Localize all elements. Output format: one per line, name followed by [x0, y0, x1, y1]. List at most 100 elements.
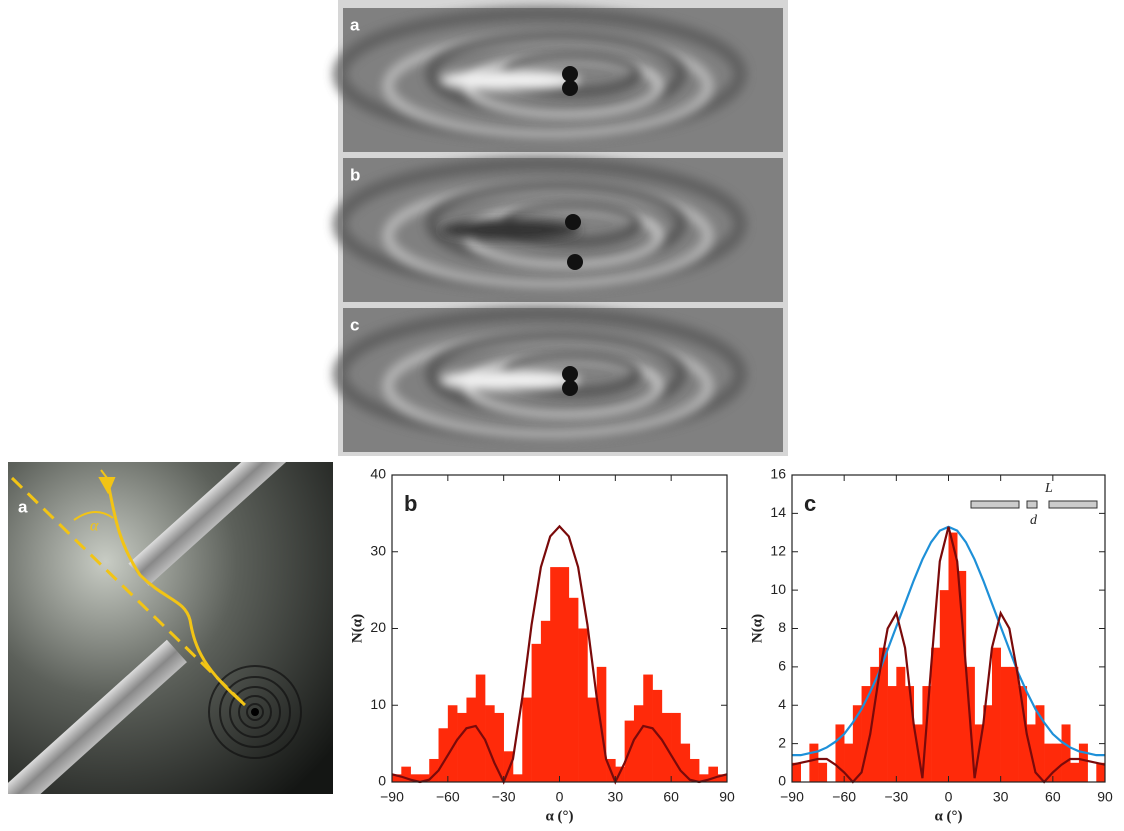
slit-plate [1048, 500, 1098, 509]
x-tick-label: 90 [719, 789, 735, 805]
bar [466, 697, 477, 782]
x-tick-label: 0 [945, 789, 953, 805]
bar [1070, 762, 1080, 782]
bottom-photo: α a [8, 462, 333, 794]
bar [1078, 743, 1088, 782]
bar [905, 686, 915, 782]
y-tick-label: 12 [770, 542, 786, 558]
x-axis-label: α (°) [934, 808, 962, 824]
x-tick-label: −90 [380, 789, 404, 805]
droplet [567, 254, 583, 270]
x-tick-label: −30 [492, 789, 516, 805]
bar [852, 705, 862, 782]
bar [1096, 762, 1106, 782]
bar [1044, 743, 1054, 782]
bar [983, 705, 993, 782]
y-tick-label: 8 [778, 619, 786, 635]
fit-curve [791, 526, 1106, 784]
bar [512, 774, 523, 782]
y-axis-label: N(α) [349, 614, 365, 643]
panel-label: a [18, 497, 28, 516]
bar [531, 643, 542, 782]
bar [717, 774, 728, 782]
bar [410, 774, 421, 782]
bar [861, 686, 871, 782]
slit-plate [970, 500, 1020, 509]
y-tick-label: 4 [778, 696, 786, 712]
droplet [562, 366, 578, 382]
bar [587, 697, 598, 782]
bar [680, 743, 691, 782]
bar [870, 666, 880, 782]
bar [559, 567, 570, 782]
bar [931, 647, 941, 782]
bar [457, 712, 467, 782]
x-tick-label: −90 [780, 789, 804, 805]
y-tick-label: 2 [778, 734, 786, 750]
bar [835, 724, 845, 782]
ripple-core [440, 220, 580, 240]
droplet [562, 380, 578, 396]
x-tick-label: −60 [832, 789, 856, 805]
bar [1000, 666, 1010, 782]
ripple-photo: c [333, 307, 783, 452]
x-axis-label: α (°) [545, 808, 573, 824]
bar [957, 570, 967, 782]
inset-label: L [1044, 481, 1053, 496]
bar [578, 628, 588, 782]
bar [401, 766, 411, 782]
bar [792, 762, 801, 782]
inset-label: d [1030, 513, 1038, 528]
bar [550, 567, 560, 782]
x-tick-label: −60 [436, 789, 460, 805]
ripple-core [440, 70, 580, 90]
bar [948, 532, 958, 782]
chart: −90 −60 −30 0 30 60 90 0 2 4 6 8 10 12 14 16 α (°) N(α) c L… [749, 466, 1113, 825]
bar [991, 647, 1001, 782]
y-tick-label: 0 [778, 773, 786, 789]
top-photos: a b c [333, 7, 783, 452]
bar [887, 686, 897, 782]
bar [671, 712, 681, 782]
x-tick-label: 30 [608, 789, 624, 805]
x-tick-label: 0 [556, 789, 564, 805]
bar [494, 712, 504, 782]
bar [485, 705, 495, 782]
bar [699, 774, 709, 782]
panel-label: c [350, 315, 359, 334]
x-tick-label: 60 [1045, 789, 1061, 805]
y-tick-label: 10 [370, 696, 386, 712]
bar [1035, 705, 1045, 782]
bar [419, 774, 430, 782]
bar [429, 758, 439, 782]
panel-label: a [350, 15, 360, 34]
y-tick-label: 16 [770, 466, 786, 482]
bar [896, 666, 906, 782]
droplet [562, 66, 578, 82]
bar [447, 705, 458, 782]
ripple-photo: a [333, 7, 783, 152]
y-tick-label: 6 [778, 658, 786, 674]
bar [633, 705, 644, 782]
bar [878, 647, 888, 782]
bar [939, 590, 949, 782]
bar [818, 762, 828, 782]
y-tick-label: 14 [770, 504, 786, 520]
bar [522, 697, 532, 782]
y-tick-label: 0 [378, 773, 386, 789]
bar [1052, 743, 1062, 782]
bar [1061, 724, 1071, 782]
bar [540, 620, 551, 782]
bar [475, 674, 486, 782]
angle-label: α [90, 518, 99, 535]
panel-label: b [404, 491, 417, 516]
droplet [565, 214, 581, 230]
ripple-photo: b [333, 157, 783, 302]
y-axis-label: N(α) [749, 614, 765, 643]
panel-label: c [804, 491, 816, 516]
bar [708, 766, 718, 782]
panel-label: b [350, 165, 360, 184]
x-tick-label: 30 [993, 789, 1009, 805]
chart: −90 −60 −30 0 30 60 90 0 10 20 30 40 α (°) N(α) b [349, 466, 735, 825]
